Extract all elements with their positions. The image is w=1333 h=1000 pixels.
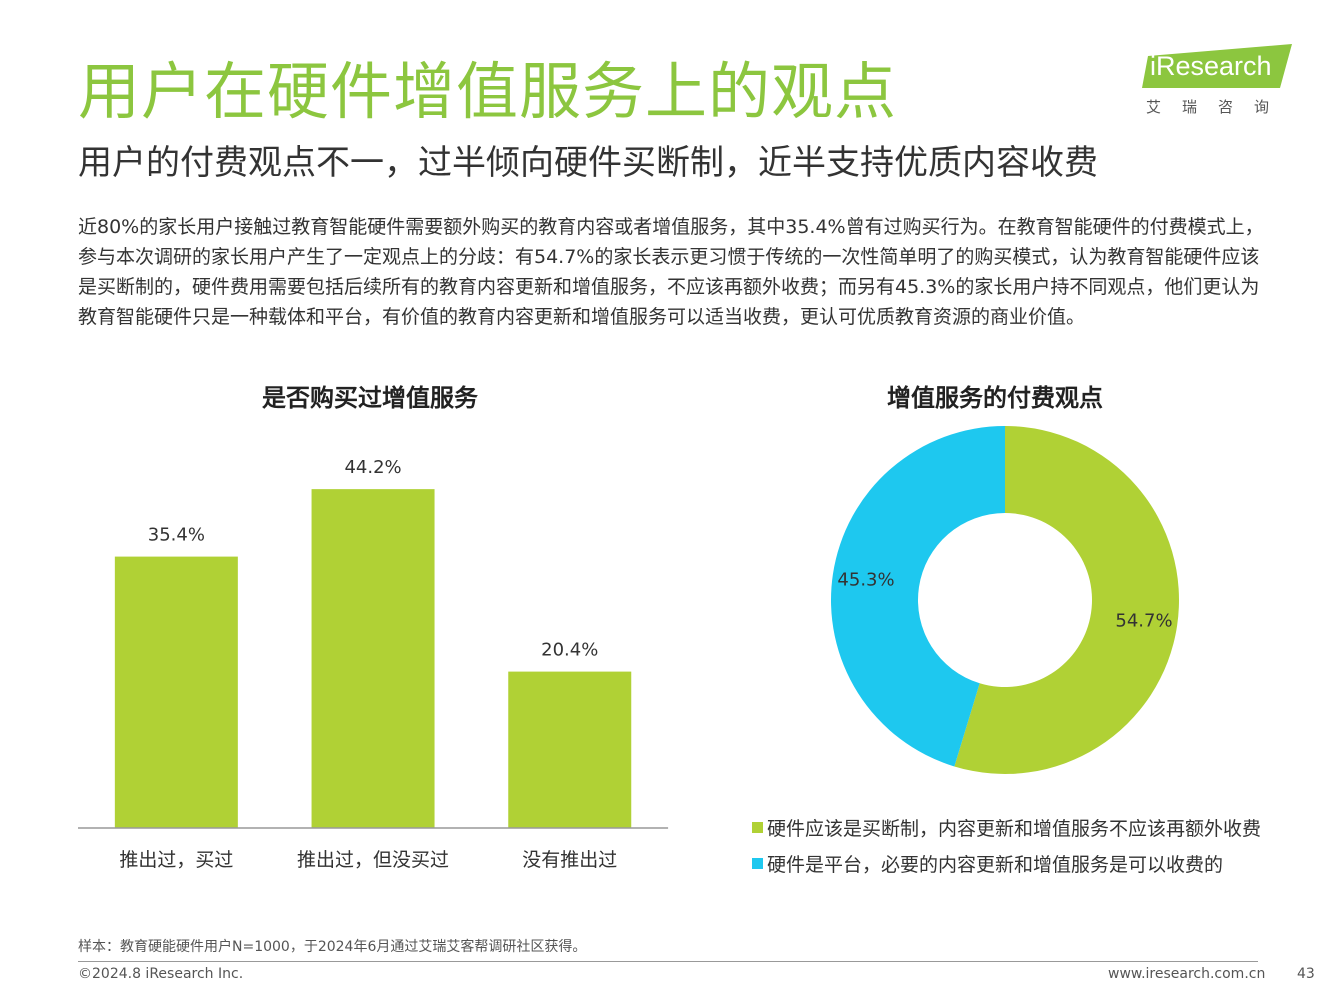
sample-note: 样本：教育硬能硬件用户N=1000，于2024年6月通过艾瑞艾客帮调研社区获得。 <box>78 939 587 955</box>
logo-wordmark: iResearch <box>1150 51 1272 81</box>
legend-label-platform: 硬件是平台，必要的内容更新和增值服务是可以收费的 <box>767 854 1224 876</box>
legend-swatch-green <box>752 822 763 833</box>
footer-divider <box>78 961 1258 962</box>
bar-1 <box>114 556 238 828</box>
iresearch-logo: iResearch 艾瑞咨询 <box>1140 42 1300 122</box>
legend-item-platform: 硬件是平台，必要的内容更新和增值服务是可以收费的 <box>752 850 1223 877</box>
donut-slice-label: 54.7% <box>1115 611 1172 632</box>
bar-3 <box>508 671 632 828</box>
logo-chinese-name: 艾瑞咨询 <box>1146 98 1291 116</box>
copyright: ©2024.8 iResearch Inc. <box>78 966 244 982</box>
summary-paragraph: 近80%的家长用户接触过教育智能硬件需要额外购买的教育内容或者增值服务，其中35… <box>78 216 1264 328</box>
page-title: 用户在硬件增值服务上的观点 <box>78 55 898 128</box>
bar-category-label: 没有推出过 <box>522 849 617 871</box>
bar-category-label: 推出过，买过 <box>119 849 233 871</box>
bar-value-label: 20.4% <box>541 640 598 661</box>
bar-chart-title: 是否购买过增值服务 <box>262 384 478 412</box>
website-link[interactable]: www.iresearch.com.cn <box>1108 966 1266 982</box>
donut-slice-2 <box>830 426 1005 767</box>
bar-category-label: 推出过，但没买过 <box>297 849 449 871</box>
bar-value-label: 35.4% <box>148 525 205 546</box>
donut-slice-label: 45.3% <box>837 569 894 590</box>
logo-badge <box>1142 44 1292 88</box>
bar-2 <box>311 489 435 828</box>
legend-swatch-blue <box>752 858 763 869</box>
bar-chart: 35.4% 推出过，买过 44.2% 推出过，但没买过 20.4% 没有推出过 <box>78 457 669 871</box>
legend-label-buyout: 硬件应该是买断制，内容更新和增值服务不应该再额外收费 <box>767 818 1262 840</box>
legend-item-buyout: 硬件应该是买断制，内容更新和增值服务不应该再额外收费 <box>752 814 1261 841</box>
page-subtitle: 用户的付费观点不一，过半倾向硬件买断制，近半支持优质内容收费 <box>78 143 1098 183</box>
donut-slice-1 <box>954 426 1179 774</box>
donut-chart: 54.7% 45.3% <box>830 426 1179 774</box>
page-number: 43 <box>1297 966 1315 982</box>
bar-value-label: 44.2% <box>344 457 401 478</box>
donut-chart-title: 增值服务的付费观点 <box>887 384 1103 412</box>
